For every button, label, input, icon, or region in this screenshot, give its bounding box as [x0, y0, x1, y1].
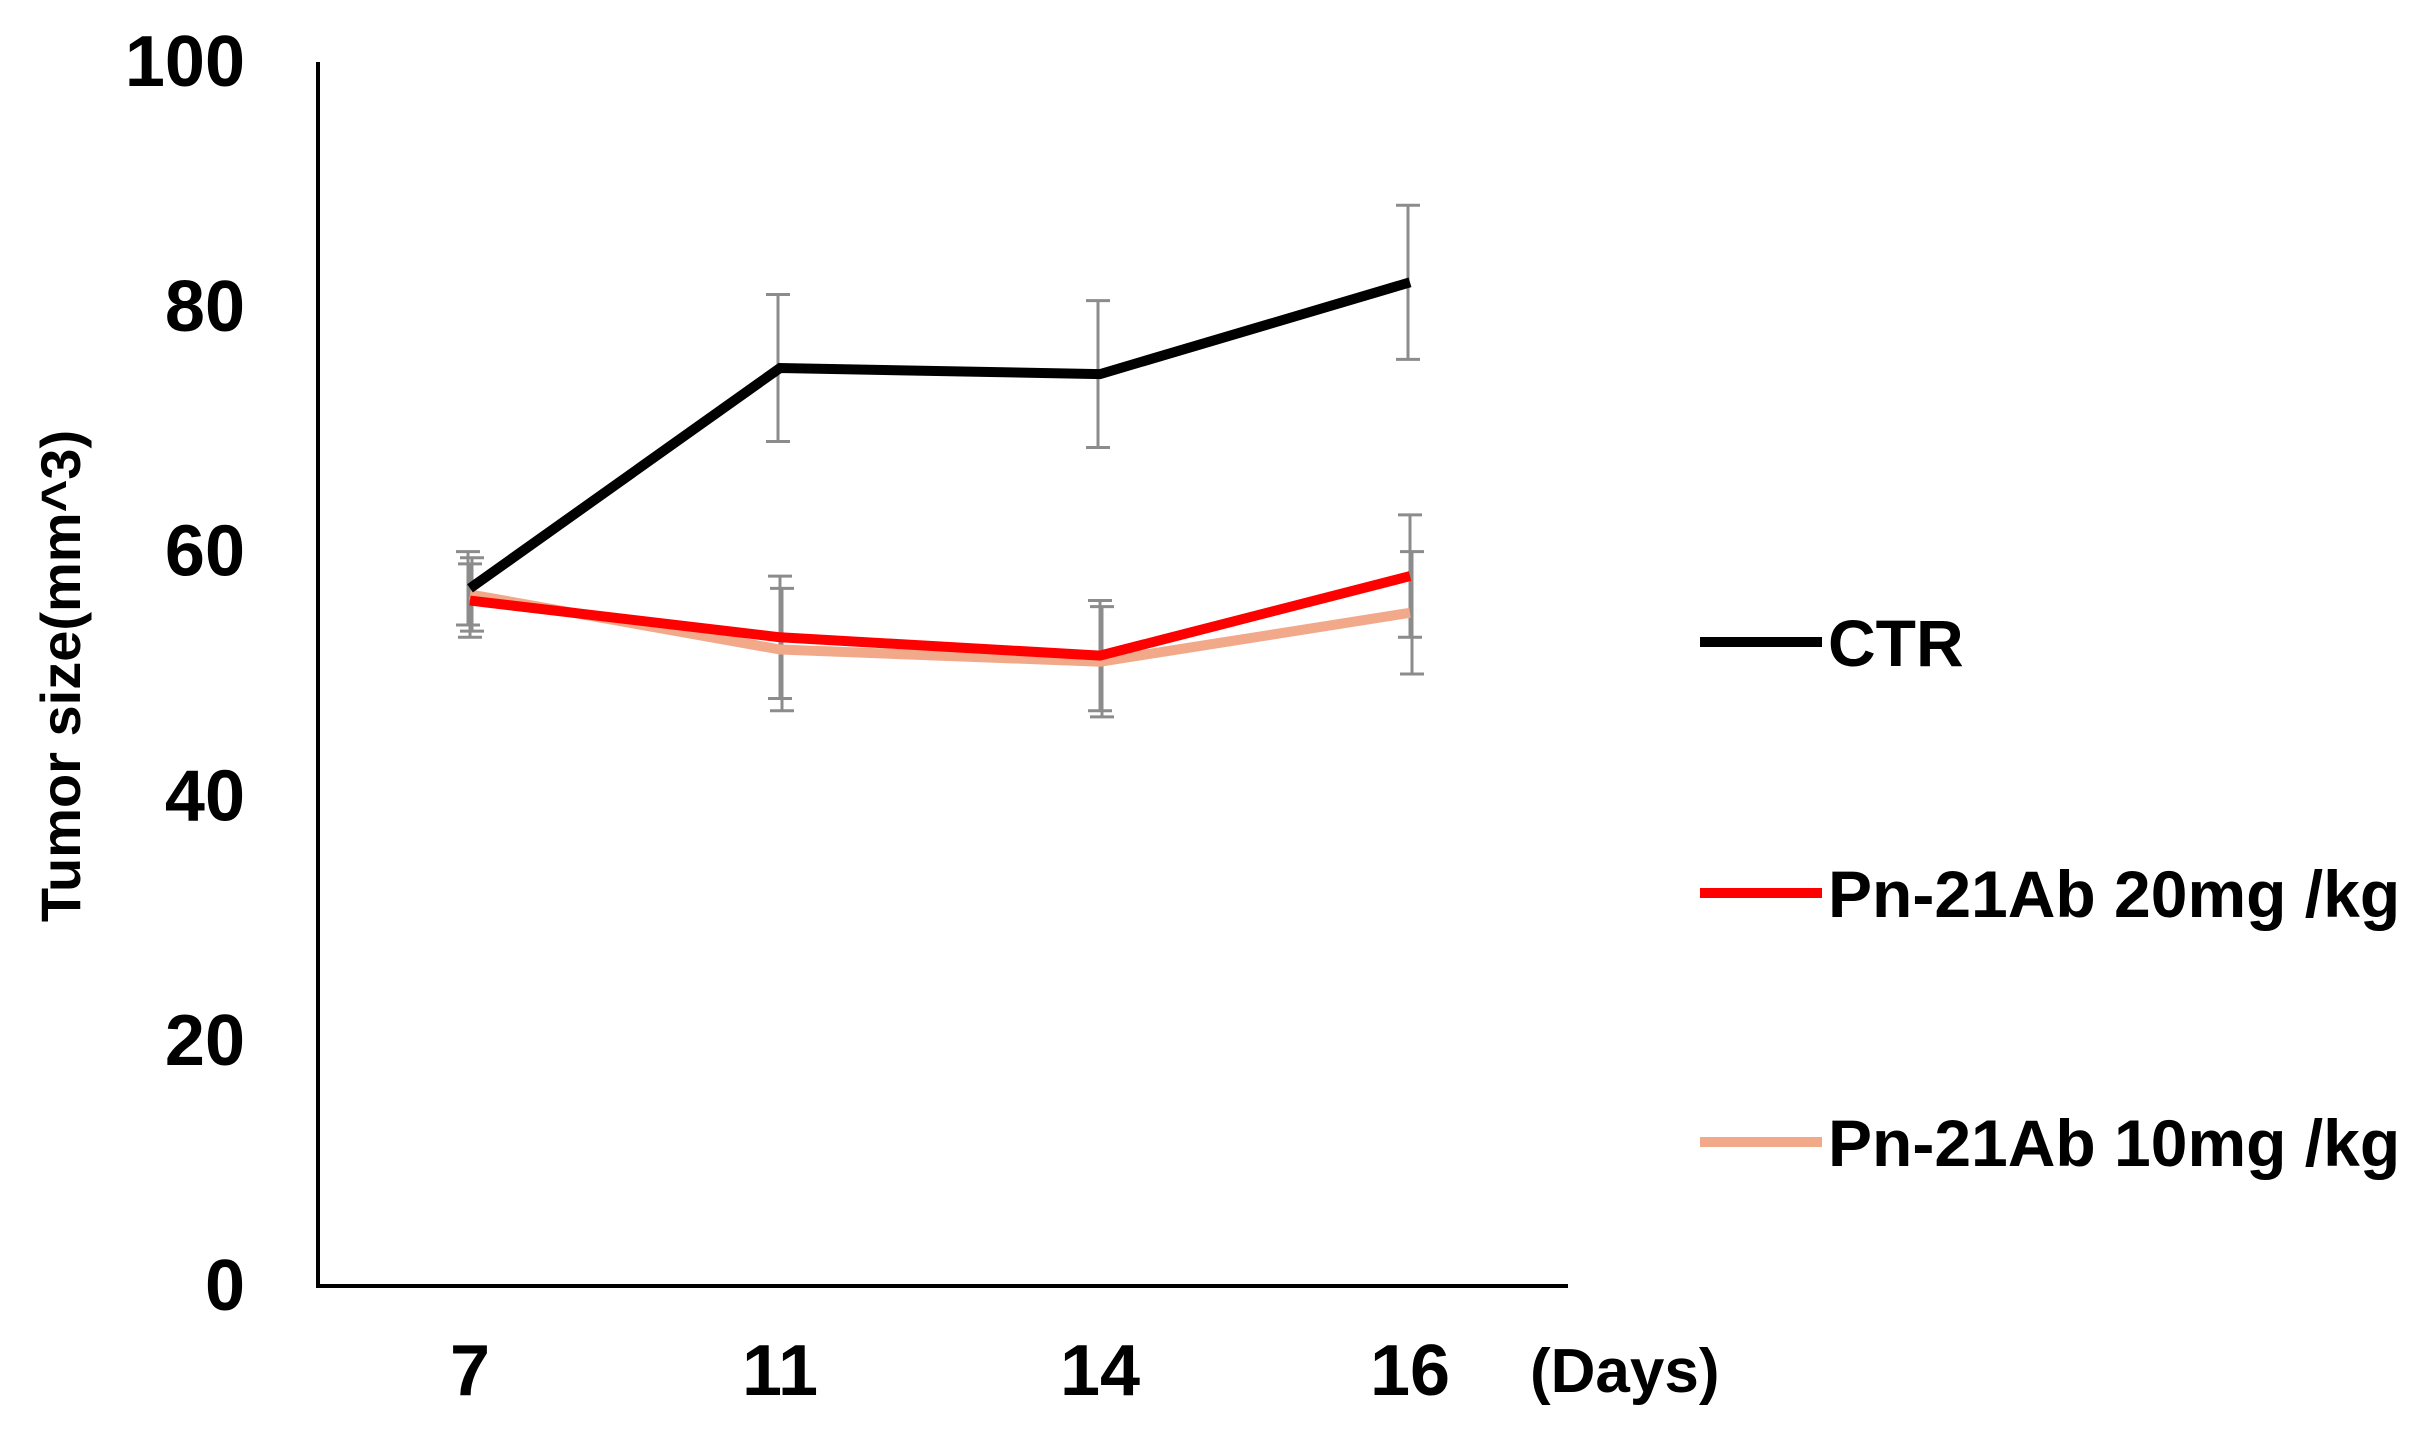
axes: [316, 62, 1568, 1288]
y-axis-label: Tumor size(mm^3): [29, 430, 92, 922]
series-lines: [467, 277, 1412, 667]
legend-item: Pn-21Ab 20mg /kg: [1700, 857, 2400, 931]
error-bar: [1400, 550, 1424, 676]
y-tick-label: 40: [165, 756, 245, 836]
legend-label: Pn-21Ab 10mg /kg: [1828, 1106, 2400, 1180]
x-tick-labels: 7 11 14 16: [450, 1331, 1450, 1411]
error-bars: [456, 203, 1424, 719]
y-tick-label: 100: [125, 22, 245, 102]
series-line-2: [469, 589, 1411, 667]
y-tick-label: 80: [165, 267, 245, 347]
y-tick-label: 60: [165, 512, 245, 592]
y-tick-label: 0: [205, 1246, 245, 1326]
x-tick-label: 7: [450, 1331, 490, 1411]
x-tick-label: 11: [742, 1331, 818, 1411]
x-tick-label: 16: [1370, 1331, 1450, 1411]
legend-item: Pn-21Ab 10mg /kg: [1700, 1106, 2400, 1180]
x-tick-label: 14: [1060, 1331, 1140, 1411]
y-tick-label: 20: [165, 1001, 245, 1081]
legend-label: CTR: [1828, 606, 1964, 680]
legend: CTR Pn-21Ab 20mg /kg Pn-21Ab 10mg /kg: [1700, 606, 2400, 1180]
legend-label: Pn-21Ab 20mg /kg: [1828, 857, 2400, 931]
y-tick-labels: 0 20 40 60 80 100: [125, 22, 245, 1326]
series-line-1: [469, 571, 1412, 661]
legend-item: CTR: [1700, 606, 1964, 680]
series-line-0: [467, 277, 1412, 593]
x-axis-label: (Days): [1530, 1337, 1720, 1406]
